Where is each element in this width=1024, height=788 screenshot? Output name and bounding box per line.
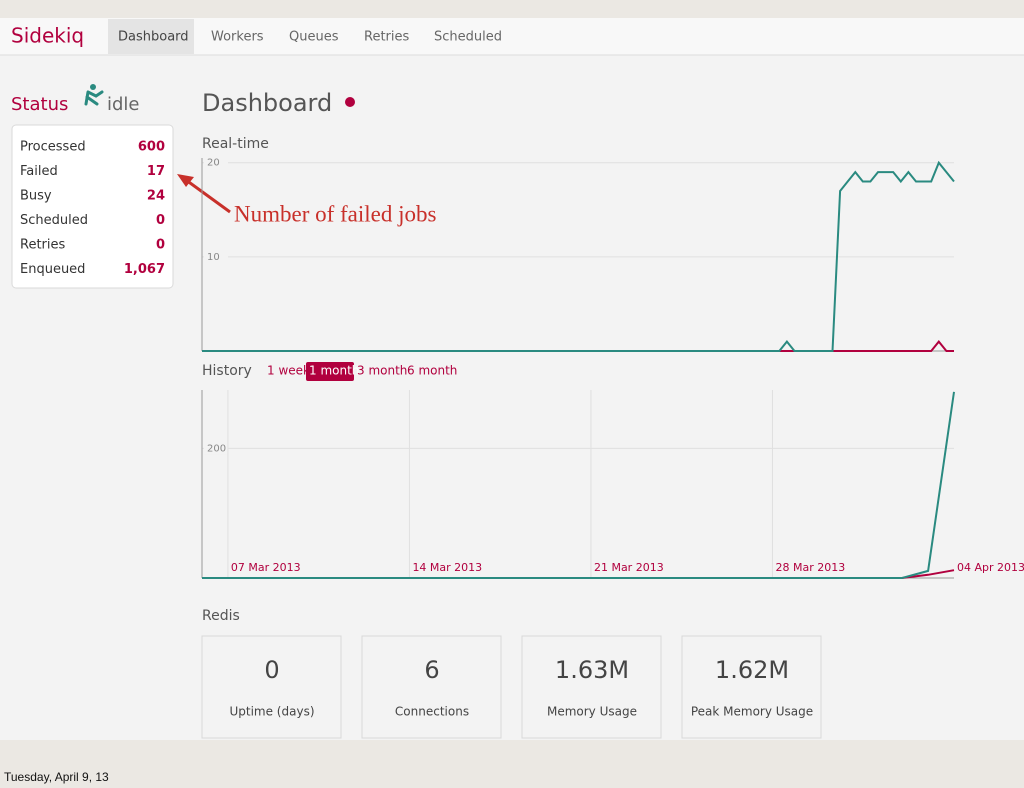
stat-value: 0 bbox=[156, 213, 165, 228]
history-title: History bbox=[202, 363, 252, 379]
stat-value: 17 bbox=[147, 164, 165, 179]
tick-label-bg bbox=[204, 442, 228, 455]
stat-label: Failed bbox=[20, 164, 58, 179]
series-line bbox=[202, 391, 955, 579]
realtime-title: Real-time bbox=[202, 136, 269, 152]
redis-label: Peak Memory Usage bbox=[691, 705, 813, 719]
stat-value: 24 bbox=[147, 189, 165, 204]
redis-box bbox=[201, 635, 342, 739]
brand[interactable]: Sidekiq bbox=[11, 24, 84, 48]
redis-box bbox=[681, 635, 822, 739]
series-line bbox=[202, 160, 955, 352]
x-tick-label: 07 Mar 2013 bbox=[231, 561, 301, 574]
x-tick-label: 21 Mar 2013 bbox=[594, 561, 664, 574]
range-button[interactable]: 1 month bbox=[309, 364, 359, 378]
nav-tab[interactable]: Retries bbox=[364, 30, 409, 45]
stat-label: Processed bbox=[20, 140, 86, 155]
history-chart: 200 07 Mar 2013 14 Mar 2013 21 Mar 2013 28 M… bbox=[201, 390, 1024, 579]
stat-value: 600 bbox=[138, 140, 165, 155]
redis-value: 6 bbox=[424, 656, 439, 684]
stat-label: Scheduled bbox=[20, 213, 88, 228]
range-button[interactable]: 6 month bbox=[407, 364, 457, 378]
redis-boxes: 0 Uptime (days) 6 Connections 1.63M Memory Us… bbox=[201, 635, 822, 739]
x-tick-label: 28 Mar 2013 bbox=[775, 561, 845, 574]
footer: Tuesday, April 9, 13 bbox=[4, 770, 109, 784]
nav-tab[interactable]: Dashboard bbox=[118, 30, 189, 45]
stats-box bbox=[11, 124, 174, 289]
range-button[interactable]: 3 month bbox=[357, 364, 407, 378]
status-icon bbox=[84, 84, 104, 106]
stat-value: 0 bbox=[156, 238, 165, 253]
live-dot bbox=[345, 97, 355, 107]
redis-label: Memory Usage bbox=[547, 705, 637, 719]
annotation: Number of failed jobs bbox=[234, 201, 437, 226]
nav-tab[interactable]: Workers bbox=[211, 30, 264, 45]
tick-label-bg bbox=[204, 250, 228, 263]
redis-value: 1.62M bbox=[715, 656, 789, 684]
y-tick-label: 10 bbox=[207, 252, 220, 263]
nav-tab[interactable]: Scheduled bbox=[434, 30, 502, 45]
redis-label: Connections bbox=[395, 705, 469, 719]
y-tick-label: 200 bbox=[207, 443, 226, 454]
status-title: Status bbox=[11, 94, 68, 115]
tabs: Dashboard Workers Queues Retries Scheduled bbox=[118, 30, 502, 45]
nav-tab[interactable]: Queues bbox=[289, 30, 339, 45]
status-state: idle bbox=[107, 94, 140, 115]
stat-label: Busy bbox=[20, 189, 52, 204]
active-range-bg bbox=[306, 362, 354, 381]
redis-value: 0 bbox=[264, 656, 279, 684]
stat-label: Retries bbox=[20, 238, 65, 253]
redis-title: Redis bbox=[202, 608, 240, 624]
active-tab-bg bbox=[108, 19, 194, 54]
redis-box bbox=[361, 635, 502, 739]
x-tick-label: 14 Mar 2013 bbox=[412, 561, 482, 574]
stat-label: Enqueued bbox=[20, 262, 85, 277]
y-tick-label: 20 bbox=[207, 158, 220, 169]
realtime-chart: 10 20 bbox=[201, 156, 955, 352]
range-button[interactable]: 1 week bbox=[267, 364, 310, 378]
annotation-arrow bbox=[177, 174, 231, 214]
redis-box bbox=[521, 635, 662, 739]
stat-value: 1,067 bbox=[124, 262, 165, 277]
stats: Processed 600 Failed 17 Busy 24 Scheduled 0 Retr… bbox=[20, 140, 165, 278]
x-tick-label: 04 Apr 2013 bbox=[957, 561, 1024, 574]
redis-label: Uptime (days) bbox=[229, 705, 314, 719]
redis-value: 1.63M bbox=[555, 656, 629, 684]
dashboard-title: Dashboard bbox=[202, 89, 332, 117]
tick-label-bg bbox=[204, 156, 228, 169]
